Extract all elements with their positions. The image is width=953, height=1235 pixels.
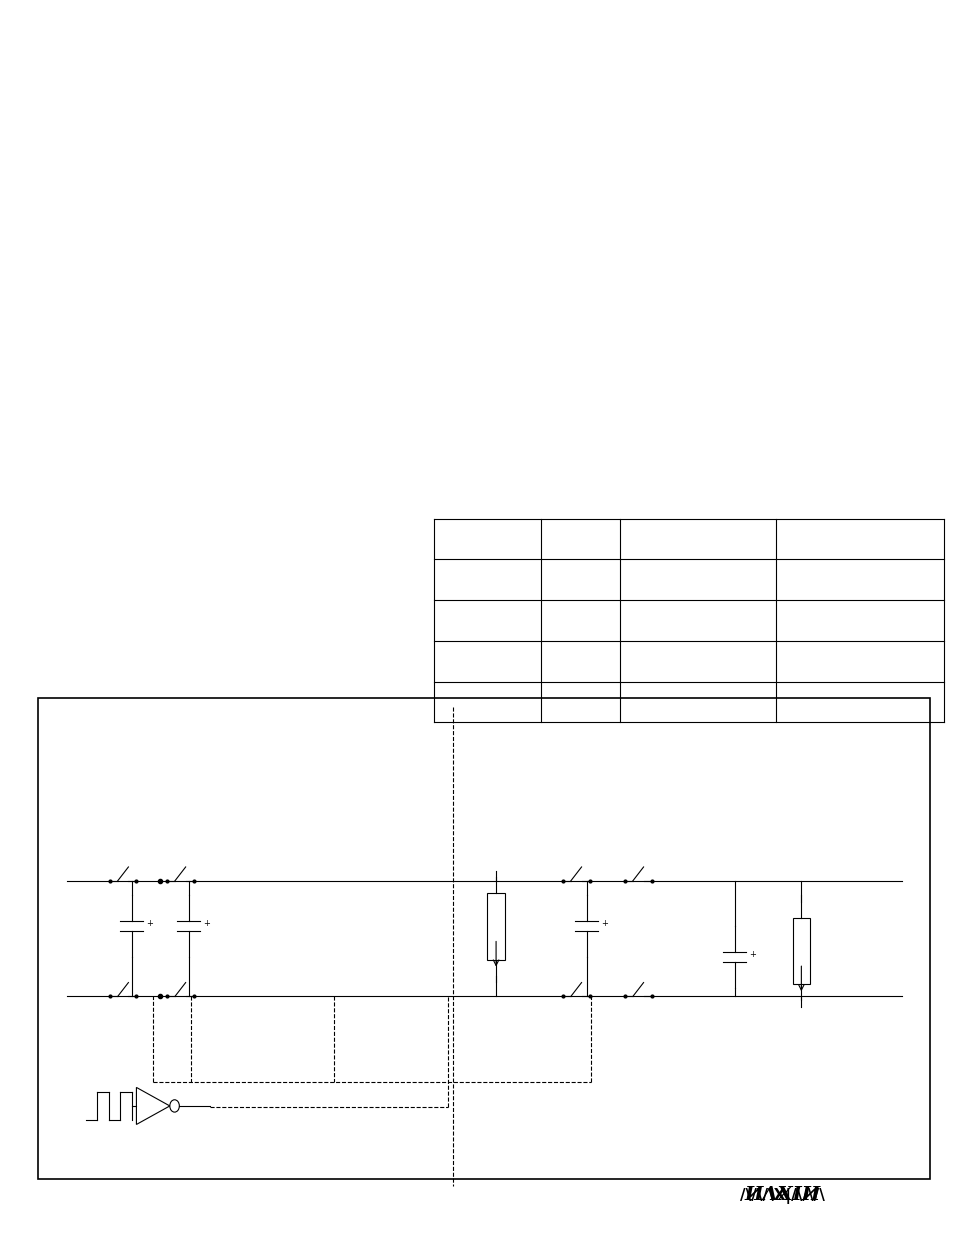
Text: +: +	[203, 919, 210, 929]
Text: +: +	[146, 919, 152, 929]
Bar	[792, 918, 809, 984]
Bar	[487, 893, 504, 960]
Text: ИΛXIИ: ИΛXIИ	[743, 1186, 820, 1204]
Text: +: +	[748, 950, 755, 960]
FancyBboxPatch shape	[38, 698, 929, 1179]
Text: /\/\/\X|/\/\/\: /\/\/\X|/\/\/\	[740, 1188, 823, 1204]
Text: +: +	[600, 919, 607, 929]
